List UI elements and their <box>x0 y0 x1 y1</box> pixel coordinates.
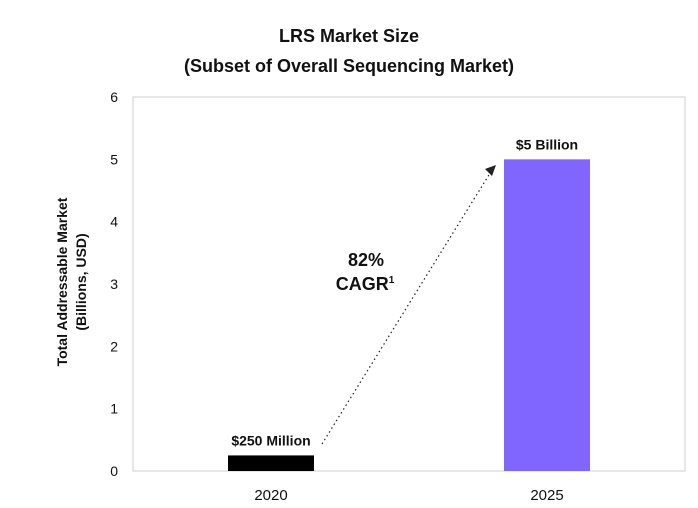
chart-title: LRS Market Size <box>278 26 420 46</box>
cagr-arrow-line <box>321 169 493 445</box>
plot-frame <box>132 96 686 472</box>
cagr-percent: 82% <box>348 250 384 270</box>
cagr-label: CAGR1 <box>336 274 395 294</box>
y-tick-label: 6 <box>110 89 118 105</box>
cagr-text: CAGR <box>336 274 389 294</box>
y-tick-label: 1 <box>110 401 118 417</box>
y-tick-label: 2 <box>110 338 118 354</box>
y-tick-label: 3 <box>110 276 118 292</box>
data-label: $5 Billion <box>516 136 578 152</box>
x-tick-label: 2020 <box>254 487 287 504</box>
bar-2025 <box>504 159 590 472</box>
y-tick-label: 0 <box>110 463 118 479</box>
data-label: $250 Million <box>231 432 310 448</box>
bar-2020 <box>228 455 314 471</box>
cagr-arrowhead <box>485 165 496 176</box>
y-tick-label: 5 <box>110 151 118 167</box>
cagr-footnote: 1 <box>389 275 395 286</box>
y-tick-label: 4 <box>110 214 118 230</box>
x-tick-label: 2025 <box>530 487 563 504</box>
chart-subtitle: (Subset of Overall Sequencing Market) <box>183 56 515 76</box>
